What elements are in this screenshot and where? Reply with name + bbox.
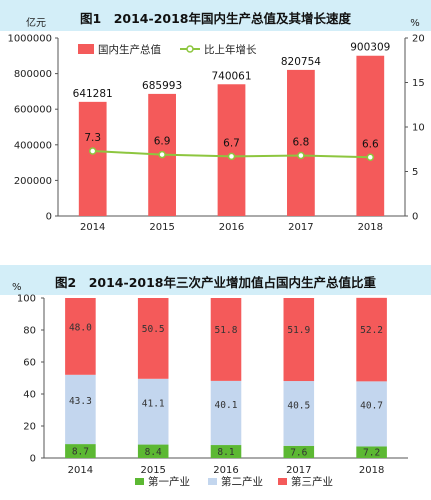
chart-title: 图1 2014-2018年国内生产总值及其增长速度 <box>80 11 351 26</box>
gdp-value-label: 685993 <box>142 80 182 92</box>
share-value-label: 51.8 <box>215 325 238 336</box>
growth-rate-point <box>297 151 305 160</box>
title-band <box>0 0 431 31</box>
share-value-label: 41.1 <box>142 398 165 409</box>
gdp-value-label: 740061 <box>211 70 251 82</box>
gdp-value-label: 900309 <box>350 42 390 54</box>
share-value-label: 52.2 <box>360 325 383 336</box>
growth-rate-label: 6.7 <box>223 137 240 149</box>
share-segment-2 <box>137 378 169 445</box>
right-tick-label: 0 <box>412 212 418 223</box>
share-segment-1 <box>356 446 387 458</box>
x-tick-label: 2018 <box>358 222 383 233</box>
share-value-label: 40.5 <box>287 400 310 411</box>
gdp-bar <box>287 69 315 216</box>
left-tick-label: 800000 <box>14 69 52 80</box>
share-segment-1 <box>65 444 96 458</box>
gdp-chart-panel: 图1 2014-2018年国内生产总值及其增长速度 亿元% 0 200000 4000… <box>0 0 431 245</box>
legend-swatch-2 <box>208 478 217 485</box>
left-tick-label: 1000000 <box>7 34 52 45</box>
legend-swatch-3 <box>278 478 287 485</box>
growth-rate-point <box>88 147 97 155</box>
right-tick-label: 15 <box>412 78 425 89</box>
share-value-label: 50.5 <box>142 324 165 335</box>
right-tick-label: 10 <box>412 123 425 134</box>
x-tick-label: 2014 <box>68 465 93 476</box>
right-tick-label: 5 <box>412 167 418 178</box>
growth-rate-point <box>158 150 166 159</box>
x-tick-label: 2015 <box>149 222 174 233</box>
chart-title: 图2 2014-2018年三次产业增加值占国内生产总值比重 <box>55 275 376 290</box>
share-value-label: 40.1 <box>215 400 238 411</box>
share-segment-1 <box>137 444 169 458</box>
legend-label-2: 第二产业 <box>221 475 263 488</box>
share-segment-1 <box>283 445 315 458</box>
share-segment-2 <box>283 381 315 446</box>
legend-label-1: 第一产业 <box>148 475 190 488</box>
gdp-bar <box>217 84 246 217</box>
title-band <box>0 265 431 295</box>
x-tick-label: 2015 <box>140 465 165 476</box>
share-segment-3 <box>283 298 315 382</box>
share-value-label: 43.3 <box>69 396 92 407</box>
y-axis-unit: % <box>12 282 22 293</box>
share-value-label: 8.1 <box>217 447 234 458</box>
share-value-label: 8.4 <box>145 447 162 458</box>
x-tick-label: 2017 <box>286 465 311 476</box>
share-segment-3 <box>65 298 96 375</box>
left-axis-unit: 亿元 <box>26 16 46 29</box>
legend-swatch-gdp <box>78 44 94 54</box>
x-tick-label: 2016 <box>219 222 244 233</box>
x-tick-label: 2018 <box>359 465 384 476</box>
y-tick-label: 0 <box>30 454 36 465</box>
gdp-bar <box>78 101 107 216</box>
right-axis-unit: % <box>410 18 420 29</box>
share-segment-3 <box>137 298 169 379</box>
share-segment-3 <box>356 297 387 382</box>
y-tick-label: 40 <box>23 390 36 401</box>
share-segment-1 <box>210 445 242 458</box>
share-segment-3 <box>210 298 242 381</box>
share-value-label: 51.9 <box>287 325 310 336</box>
right-tick-label: 20 <box>412 34 425 45</box>
left-tick-label: 400000 <box>14 140 52 151</box>
gdp-chart-svg: 亿元 % 0 200000 400000 600000 800000 1000000 0 5 10 1… <box>7 16 425 233</box>
growth-rate-point <box>227 152 236 161</box>
share-value-label: 7.6 <box>290 447 307 458</box>
share-value-label: 7.2 <box>363 448 380 459</box>
industry-share-chart-svg: % 0 20 40 60 80 100 8.7 43.3 48.0 2014 8.4 41.1 50.5 2… <box>12 282 408 488</box>
x-tick-label: 2016 <box>213 465 238 476</box>
gdp-value-label: 641281 <box>73 88 113 100</box>
gdp-value-label: 820754 <box>281 56 321 68</box>
growth-rate-label: 6.9 <box>154 136 171 148</box>
legend-label-3: 第三产业 <box>291 475 333 488</box>
left-tick-label: 0 <box>46 212 52 223</box>
share-value-label: 48.0 <box>69 322 92 333</box>
y-tick-label: 20 <box>23 422 36 433</box>
share-value-label: 40.7 <box>360 401 383 412</box>
x-tick-label: 2014 <box>80 222 105 233</box>
growth-rate-label: 6.6 <box>362 138 379 150</box>
growth-rate-label: 6.8 <box>293 136 310 148</box>
left-tick-label: 200000 <box>14 176 52 187</box>
share-value-label: 8.7 <box>72 447 89 458</box>
gdp-bar <box>356 55 385 217</box>
industry-share-chart-panel: 图2 2014-2018年三次产业增加值占国内生产总值比重 % 0 20 40 60 80… <box>0 245 431 500</box>
y-tick-label: 80 <box>23 326 36 337</box>
share-segment-2 <box>210 380 242 446</box>
share-segment-2 <box>356 381 387 447</box>
y-tick-label: 100 <box>17 294 36 305</box>
left-tick-label: 600000 <box>14 105 52 116</box>
share-segment-2 <box>65 374 96 445</box>
legend-swatch-1 <box>135 478 144 485</box>
y-tick-label: 60 <box>23 358 36 369</box>
legend-label-gdp: 国内生产总值 <box>98 43 161 56</box>
legend-marker-growth <box>186 45 194 53</box>
growth-rate-label: 7.3 <box>84 132 101 144</box>
x-tick-label: 2017 <box>288 222 313 233</box>
legend-label-growth: 比上年增长 <box>204 43 257 56</box>
growth-rate-point <box>366 153 375 162</box>
